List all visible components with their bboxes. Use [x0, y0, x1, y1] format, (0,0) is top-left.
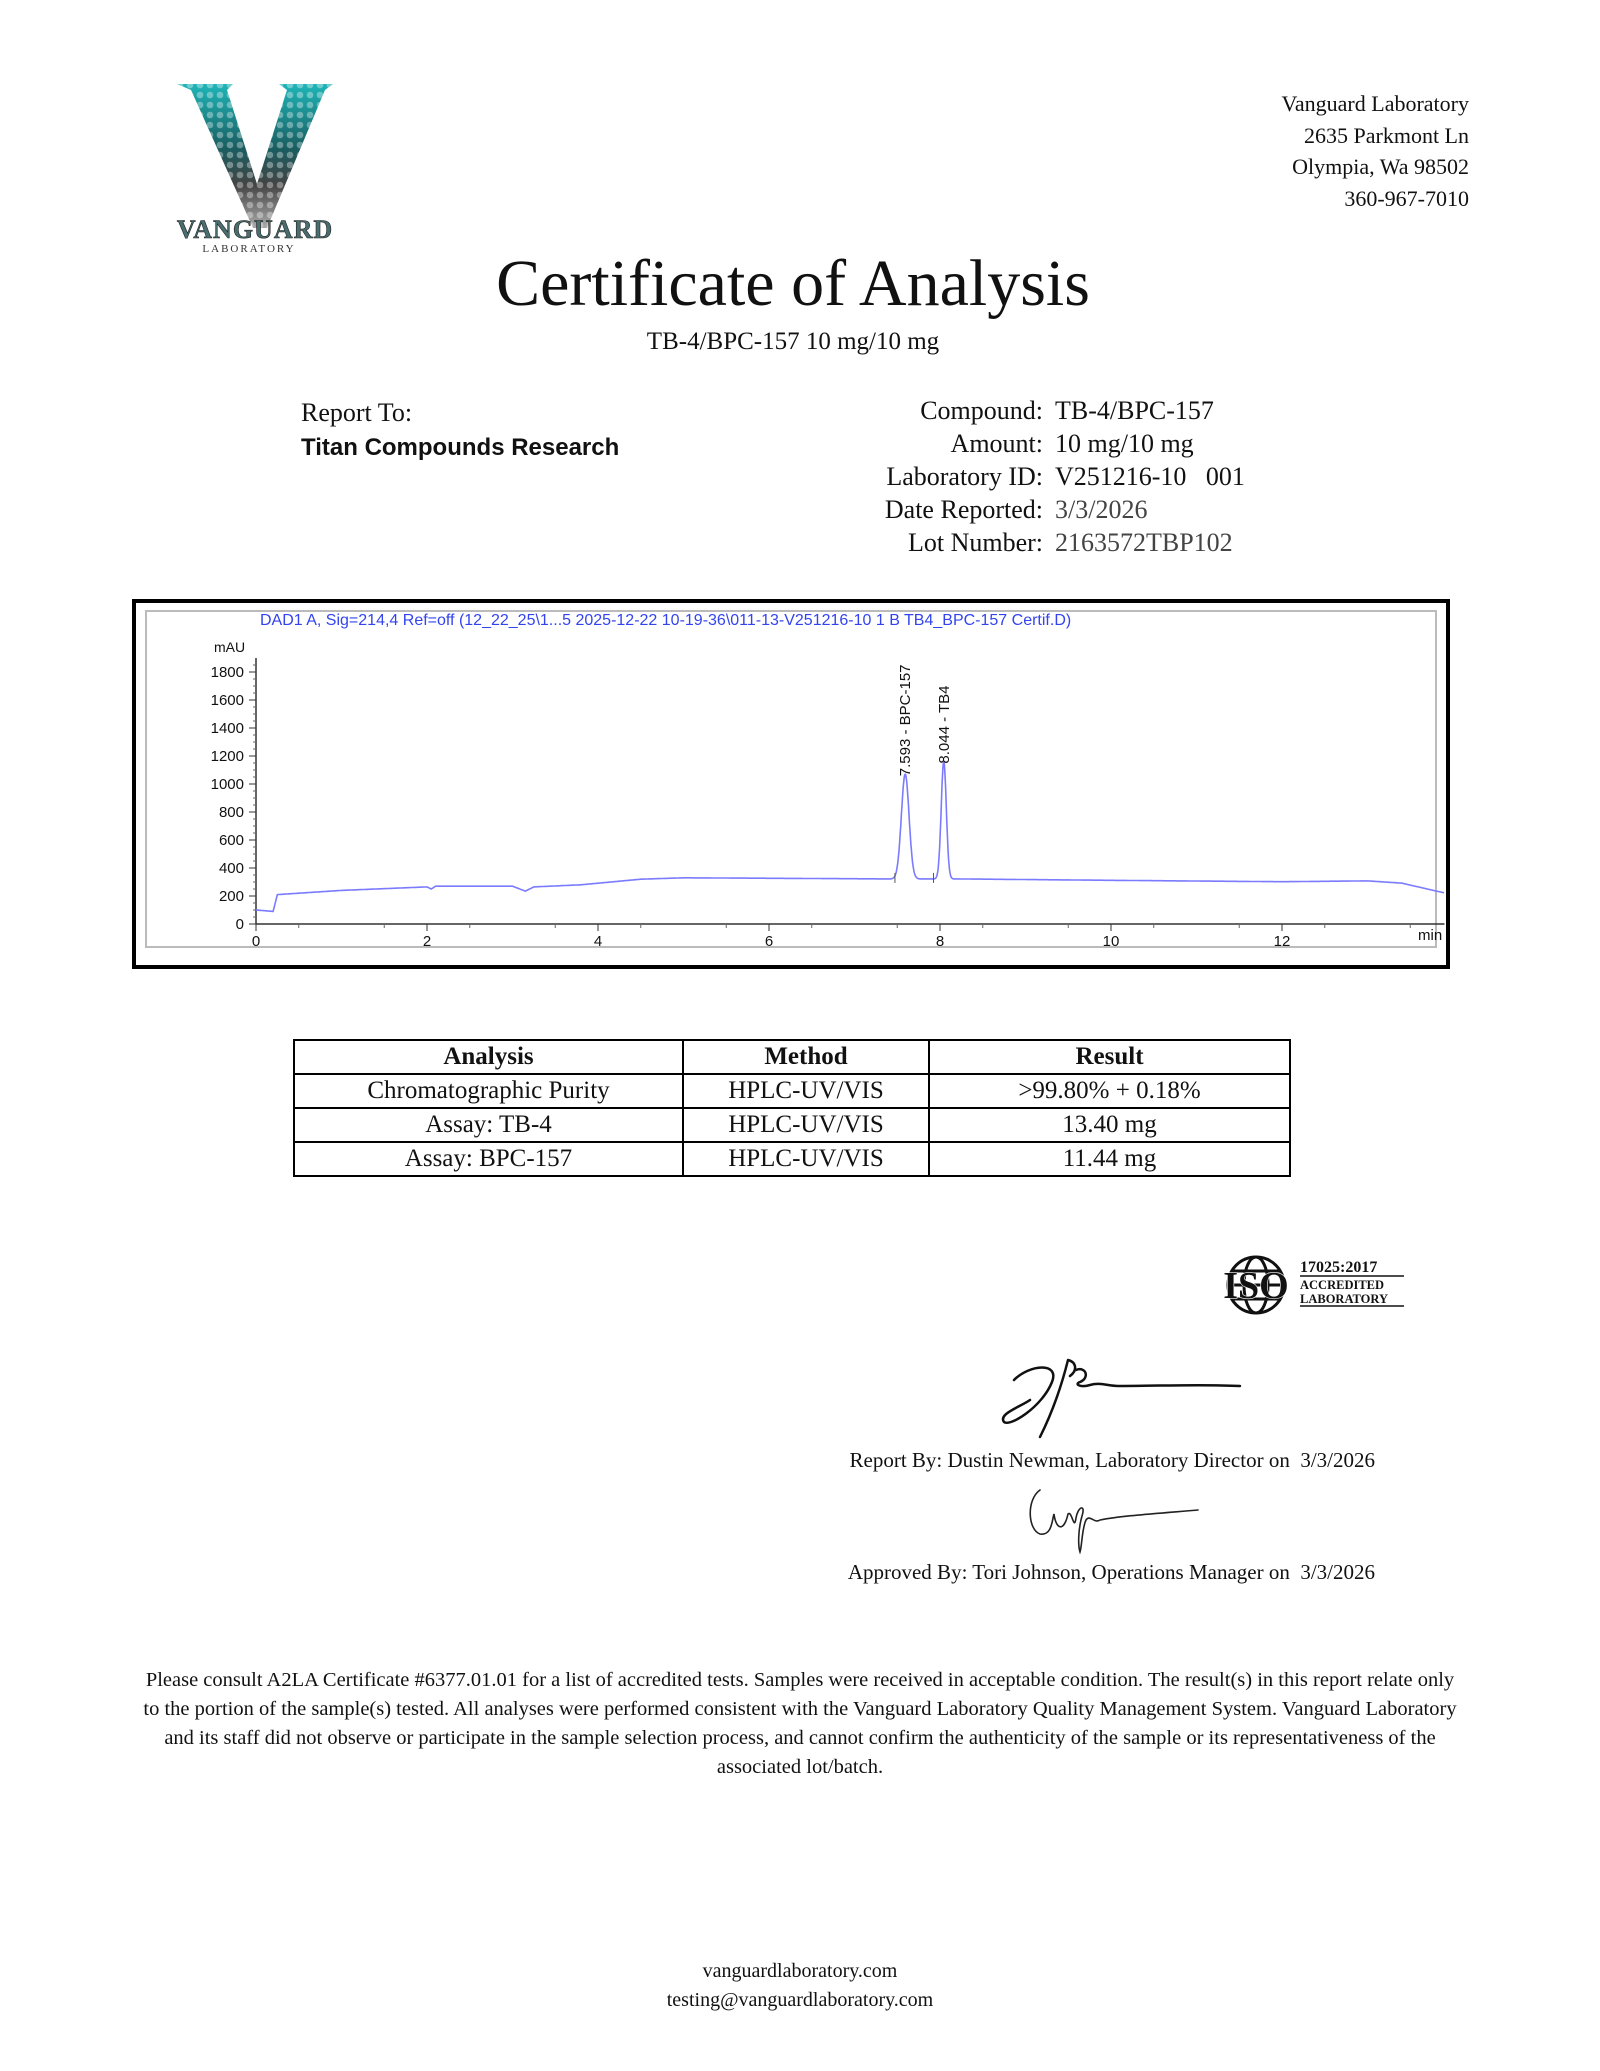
sample-fields: Compound: TB-4/BPC-157 Amount: 10 mg/10 mg…: [800, 396, 1245, 561]
x-tick-label: 12: [1274, 933, 1291, 950]
x-tick-label: 2: [423, 933, 431, 950]
footer-email[interactable]: testing@vanguardlaboratory.com: [666, 1989, 934, 2011]
field-amount: Amount: 10 mg/10 mg: [800, 429, 1245, 462]
iso-line2: LABORATORY: [1300, 1292, 1388, 1306]
y-tick-label: 1800: [211, 664, 244, 681]
signature-dustin-newman: [1001, 1358, 1242, 1439]
table-row: Assay: BPC-157 HPLC-UV/VIS 11.44 mg: [293, 1141, 1291, 1177]
signature-tori-johnson: [1029, 1489, 1199, 1555]
field-compound: Compound: TB-4/BPC-157: [800, 396, 1245, 429]
header-analysis: Analysis: [293, 1039, 684, 1075]
x-axis-label: min: [1418, 927, 1442, 944]
field-value: 3/3/2026: [1055, 495, 1148, 524]
approved-by-line: Approved By: Tori Johnson, Operations Ma…: [847, 1560, 1375, 1584]
svg-text:VANGUARD: VANGUARD: [177, 215, 333, 244]
cell-analysis: Assay: TB-4: [293, 1107, 684, 1143]
page-title: Certificate of Analysis: [496, 247, 1090, 320]
cell-result: 11.44 mg: [928, 1141, 1291, 1177]
page-subtitle: TB-4/BPC-157 10 mg/10 mg: [646, 328, 940, 355]
field-label: Date Reported:: [884, 495, 1043, 524]
footer-website[interactable]: vanguardlaboratory.com: [702, 1960, 898, 1982]
lab-phone: 360-967-7010: [1344, 186, 1469, 212]
chart-title: DAD1 A, Sig=214,4 Ref=off (12_22_25\1...…: [260, 612, 1071, 629]
y-tick-label: 1600: [211, 692, 244, 709]
field-value: V251216-10 001: [1055, 462, 1245, 491]
svg-text:LABORATORY: LABORATORY: [202, 243, 295, 255]
y-tick-label: 1200: [211, 748, 244, 765]
x-tick-label: 10: [1103, 933, 1120, 950]
x-tick-label: 0: [252, 933, 260, 950]
table-row: Chromatographic Purity HPLC-UV/VIS >99.8…: [293, 1073, 1291, 1109]
client-name: Titan Compounds Research: [301, 434, 620, 461]
results-table: Analysis Method Result Chromatographic P…: [293, 1039, 1291, 1177]
lab-city: Olympia, Wa 98502: [1292, 154, 1469, 180]
field-value: TB-4/BPC-157: [1055, 396, 1214, 425]
lab-street: 2635 Parkmont Ln: [1304, 122, 1469, 148]
y-tick-label: 1400: [211, 720, 244, 737]
y-tick-label: 0: [236, 916, 244, 933]
y-tick-label: 200: [219, 888, 244, 905]
header-result: Result: [928, 1039, 1291, 1075]
y-tick-label: 1000: [211, 776, 244, 793]
footer: vanguardlaboratory.com testing@vanguardl…: [0, 1957, 1600, 2015]
field-value: 10 mg/10 mg: [1055, 429, 1194, 458]
report-by-line: Report By: Dustin Newman, Laboratory Dir…: [849, 1448, 1375, 1472]
plot-frame: [145, 610, 1437, 948]
y-tick-label: 800: [219, 804, 244, 821]
cell-analysis: Chromatographic Purity: [293, 1073, 684, 1109]
lab-name: Vanguard Laboratory: [1281, 91, 1469, 116]
peak-label: 8.044 - TB4: [936, 685, 953, 763]
cell-method: HPLC-UV/VIS: [682, 1073, 930, 1109]
header-method: Method: [682, 1039, 930, 1075]
iso-accreditation-badge: ISO 17025:2017 ACCREDITED LABORATORY: [1223, 1255, 1404, 1315]
cell-result: 13.40 mg: [928, 1107, 1291, 1143]
field-lot-number: Lot Number: 2163572TBP102: [800, 528, 1245, 561]
x-tick-label: 6: [765, 933, 773, 950]
field-value: 2163572TBP102: [1055, 528, 1233, 557]
cell-method: HPLC-UV/VIS: [682, 1107, 930, 1143]
y-axis-label: mAU: [214, 639, 245, 655]
field-label: Lot Number:: [907, 528, 1043, 557]
cell-analysis: Assay: BPC-157: [293, 1141, 684, 1177]
cell-result: >99.80% + 0.18%: [928, 1073, 1291, 1109]
field-label: Compound:: [920, 396, 1043, 425]
vanguard-logo: VANGUARD LABORATORY: [177, 84, 333, 255]
y-tick-label: 400: [219, 860, 244, 877]
chromatogram: DAD1 A, Sig=214,4 Ref=off (12_22_25\1...…: [145, 610, 1445, 950]
field-label: Amount:: [950, 429, 1043, 458]
report-to-label: Report To:: [301, 398, 413, 427]
field-label: Laboratory ID:: [886, 462, 1043, 491]
iso-line1: ACCREDITED: [1300, 1278, 1384, 1292]
globe-icon: [1226, 1255, 1286, 1315]
cell-method: HPLC-UV/VIS: [682, 1141, 930, 1177]
field-date-reported: Date Reported: 3/3/2026: [800, 495, 1245, 528]
x-tick-label: 8: [936, 933, 944, 950]
table-header-row: Analysis Method Result: [293, 1039, 1291, 1075]
y-tick-label: 600: [219, 832, 244, 849]
table-row: Assay: TB-4 HPLC-UV/VIS 13.40 mg: [293, 1107, 1291, 1143]
iso-mark: ISO: [1223, 1265, 1288, 1307]
x-tick-label: 4: [594, 933, 602, 950]
chromatogram-frame: DAD1 A, Sig=214,4 Ref=off (12_22_25\1...…: [132, 599, 1450, 969]
disclaimer: Please consult A2LA Certificate #6377.01…: [143, 1669, 1457, 1778]
lab-address: Vanguard Laboratory 2635 Parkmont Ln Oly…: [1281, 88, 1469, 215]
iso-standard: 17025:2017: [1300, 1259, 1377, 1276]
field-lab-id: Laboratory ID: V251216-10 001: [800, 462, 1245, 495]
peak-label: 7.593 - BPC-157: [897, 664, 914, 776]
chromatogram-trace: [256, 759, 1445, 913]
